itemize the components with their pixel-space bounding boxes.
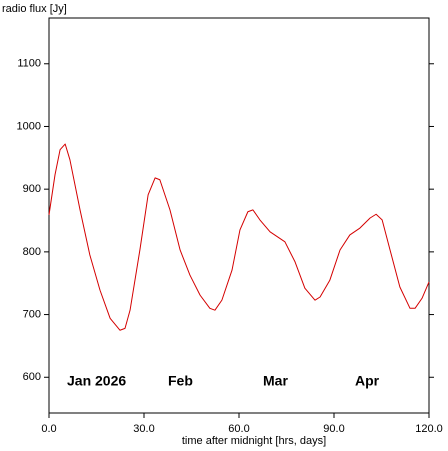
y-tick-label: 800: [23, 246, 41, 258]
annotation: Apr: [355, 373, 380, 389]
x-tick-label: 120.0: [415, 423, 443, 435]
annotation: Feb: [168, 373, 193, 389]
x-tick-label: 60.0: [228, 423, 249, 435]
plot-frame: [48, 17, 430, 414]
y-tick-label: 600: [23, 371, 41, 383]
x-tick-label: 0.0: [41, 423, 56, 435]
y-tick-label: 1100: [17, 58, 41, 70]
x-tick-label: 30.0: [133, 423, 154, 435]
x-tick-label: 90.0: [323, 423, 344, 435]
annotation: Mar: [263, 373, 288, 389]
y-axis-label: radio flux [Jy]: [2, 3, 67, 15]
y-tick-label: 1000: [17, 120, 41, 132]
y-tick-label: 900: [23, 183, 41, 195]
y-tick-label: 700: [23, 308, 41, 320]
data-line: [48, 143, 430, 331]
annotation: Jan 2026: [67, 373, 126, 389]
x-axis-label: time after midnight [hrs, days]: [182, 435, 326, 447]
